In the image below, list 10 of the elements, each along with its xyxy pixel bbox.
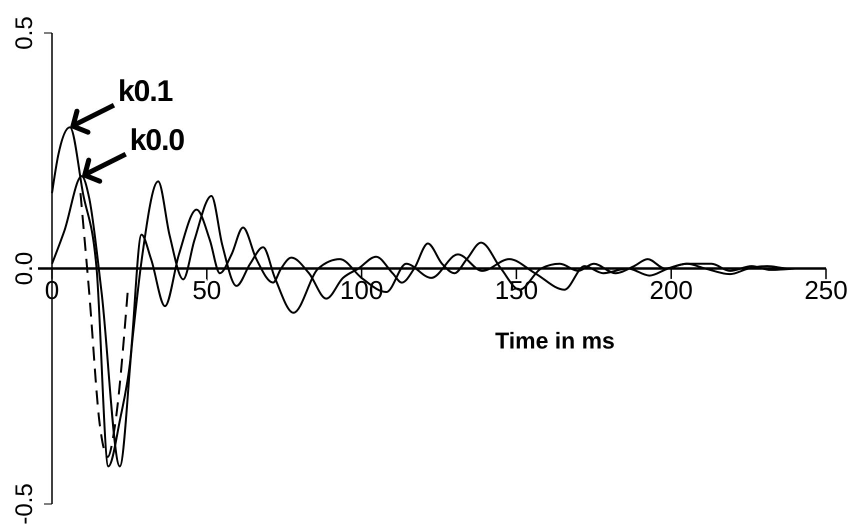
x-tick-label: 50 [192, 275, 222, 306]
annotation: k0.0 [130, 124, 184, 158]
x-tick-label: 100 [340, 275, 384, 306]
y-tick-label: 0.5 [11, 16, 38, 50]
y-tick-label: -0.5 [11, 483, 38, 525]
annotation: k0.1 [118, 75, 173, 108]
x-tick-label: 250 [804, 275, 848, 306]
x-tick-label: 200 [650, 275, 693, 306]
y-tick-label: 0.0 [11, 252, 38, 286]
x-axis-title: Time in ms [495, 328, 615, 354]
